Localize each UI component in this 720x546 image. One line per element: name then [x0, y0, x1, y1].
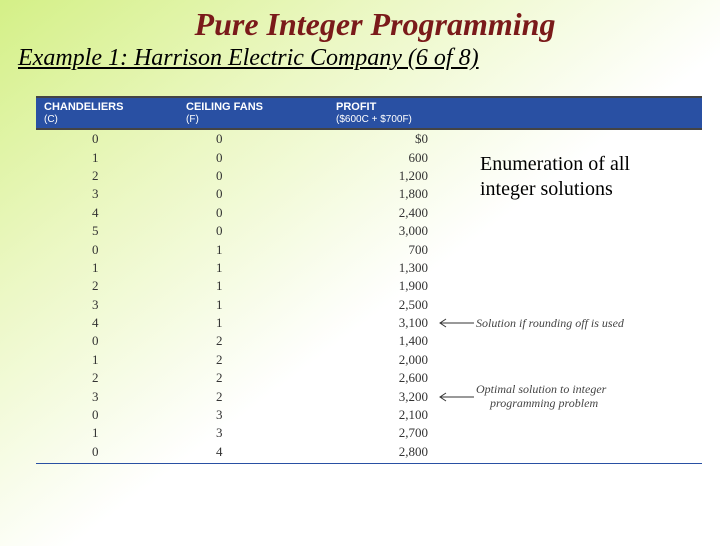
- table-header: CHANDELIERS (C) CEILING FANS (F) PROFIT …: [36, 96, 702, 130]
- enumeration-label-line1: Enumeration of all: [480, 153, 630, 175]
- cell-profit: 2,600: [336, 370, 436, 386]
- table-row: 122,000: [36, 351, 702, 369]
- cell-profit: $0: [336, 131, 436, 147]
- cell-profit: 700: [336, 242, 436, 258]
- cell-fans: 2: [186, 389, 336, 405]
- cell-profit: 2,500: [336, 297, 436, 313]
- cell-profit: 3,200: [336, 389, 436, 405]
- cell-profit: 2,000: [336, 352, 436, 368]
- cell-chandeliers: 2: [36, 168, 186, 184]
- cell-fans: 0: [186, 168, 336, 184]
- cell-chandeliers: 3: [36, 297, 186, 313]
- cell-profit: 3,100: [336, 315, 436, 331]
- cell-fans: 0: [186, 131, 336, 147]
- col-header-profit: PROFIT ($600C + $700F): [336, 101, 496, 125]
- cell-chandeliers: 0: [36, 444, 186, 460]
- cell-chandeliers: 1: [36, 352, 186, 368]
- table-row: 312,500: [36, 296, 702, 314]
- cell-fans: 0: [186, 223, 336, 239]
- cell-chandeliers: 0: [36, 333, 186, 349]
- cell-profit: 1,900: [336, 278, 436, 294]
- cell-chandeliers: 5: [36, 223, 186, 239]
- cell-fans: 2: [186, 370, 336, 386]
- cell-chandeliers: 1: [36, 150, 186, 166]
- cell-fans: 4: [186, 444, 336, 460]
- content-area: CHANDELIERS (C) CEILING FANS (F) PROFIT …: [36, 96, 702, 518]
- cell-fans: 0: [186, 205, 336, 221]
- cell-chandeliers: 0: [36, 242, 186, 258]
- table-row: 132,700: [36, 424, 702, 442]
- page-title: Pure Integer Programming: [0, 6, 720, 43]
- cell-fans: 1: [186, 297, 336, 313]
- cell-chandeliers: 3: [36, 186, 186, 202]
- cell-chandeliers: 0: [36, 407, 186, 423]
- table-row: 503,000: [36, 222, 702, 240]
- cell-chandeliers: 0: [36, 131, 186, 147]
- cell-profit: 600: [336, 150, 436, 166]
- col-header-sub: ($600C + $700F): [336, 114, 412, 125]
- arrow-left-icon: [436, 391, 476, 403]
- table-row: 111,300: [36, 259, 702, 277]
- cell-chandeliers: 2: [36, 278, 186, 294]
- cell-fans: 2: [186, 333, 336, 349]
- cell-fans: 2: [186, 352, 336, 368]
- table-row: 413,100 Solution if rounding off is used: [36, 314, 702, 332]
- cell-fans: 0: [186, 186, 336, 202]
- cell-profit: 3,000: [336, 223, 436, 239]
- cell-chandeliers: 1: [36, 425, 186, 441]
- cell-profit: 2,100: [336, 407, 436, 423]
- cell-fans: 1: [186, 315, 336, 331]
- table-row: 021,400: [36, 332, 702, 350]
- table-row: 042,800: [36, 443, 702, 461]
- cell-profit: 1,200: [336, 168, 436, 184]
- cell-fans: 1: [186, 260, 336, 276]
- col-header-sub: (F): [186, 114, 199, 125]
- cell-profit: 1,300: [336, 260, 436, 276]
- cell-chandeliers: 4: [36, 315, 186, 331]
- table-row: 323,200Optimal solution to integerprogra…: [36, 387, 702, 405]
- cell-chandeliers: 2: [36, 370, 186, 386]
- cell-profit: 2,400: [336, 205, 436, 221]
- table-row: 211,900: [36, 277, 702, 295]
- cell-chandeliers: 1: [36, 260, 186, 276]
- enumeration-label-line2: integer solutions: [480, 178, 613, 200]
- cell-profit: 1,800: [336, 186, 436, 202]
- cell-fans: 1: [186, 242, 336, 258]
- cell-fans: 1: [186, 278, 336, 294]
- col-header-text: CEILING FANS: [186, 101, 263, 113]
- col-header-text: CHANDELIERS: [44, 101, 123, 113]
- cell-profit: 2,800: [336, 444, 436, 460]
- table-row: 00$0: [36, 130, 702, 148]
- cell-fans: 3: [186, 407, 336, 423]
- arrow-left-icon: [436, 317, 476, 329]
- table-row: 01700: [36, 240, 702, 258]
- page-subtitle: Example 1: Harrison Electric Company (6 …: [18, 45, 720, 72]
- table-bottom-rule: [36, 463, 702, 464]
- row-note: Optimal solution to integerprogramming p…: [476, 383, 606, 409]
- col-header-sub: (C): [44, 114, 58, 125]
- cell-profit: 2,700: [336, 425, 436, 441]
- table-row: 402,400: [36, 204, 702, 222]
- cell-fans: 3: [186, 425, 336, 441]
- col-header-text: PROFIT: [336, 101, 376, 113]
- col-header-fans: CEILING FANS (F): [186, 101, 336, 125]
- cell-chandeliers: 3: [36, 389, 186, 405]
- row-note: Solution if rounding off is used: [476, 317, 624, 330]
- cell-fans: 0: [186, 150, 336, 166]
- cell-chandeliers: 4: [36, 205, 186, 221]
- cell-profit: 1,400: [336, 333, 436, 349]
- col-header-chandeliers: CHANDELIERS (C): [36, 101, 186, 125]
- enumeration-label: Enumeration of all integer solutions: [480, 152, 690, 202]
